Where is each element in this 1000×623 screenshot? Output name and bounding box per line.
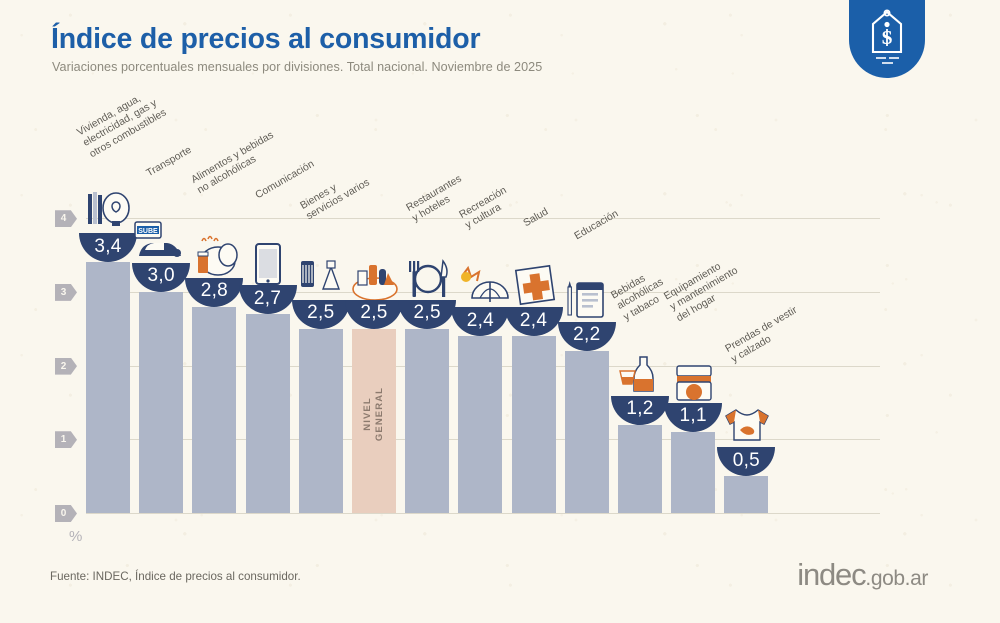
category-label-1: Transporte xyxy=(144,144,194,180)
axis-unit-label: % xyxy=(69,528,83,545)
logo-main: indec xyxy=(797,557,866,592)
value-bubble-6: 2,5 xyxy=(398,299,457,329)
value-label-0: 3,4 xyxy=(94,235,122,257)
indec-logo: indec.gob.ar xyxy=(797,557,928,593)
y-axis-tick-2: 2 xyxy=(55,357,77,375)
value-label-4: 2,5 xyxy=(307,302,335,324)
value-label-11: 1,1 xyxy=(679,405,707,427)
beach-umbrella-icon xyxy=(450,264,510,308)
bar-3[interactable] xyxy=(245,314,290,513)
category-label-12: Prendas de vestir y calzado xyxy=(723,305,800,366)
grocery-basket-icon xyxy=(344,257,404,301)
price-tag-dollar-icon: S xyxy=(849,0,925,78)
category-label-9: Educación xyxy=(572,208,621,243)
bar-9[interactable] xyxy=(564,350,609,513)
value-bubble-12: 0,5 xyxy=(717,447,776,477)
comb-spray-icon xyxy=(291,257,351,301)
page-subtitle: Variaciones porcentuales mensuales por d… xyxy=(52,60,543,74)
y-axis-tick-4: 4 xyxy=(55,210,77,228)
bar-6[interactable] xyxy=(405,328,450,513)
tshirt-icon xyxy=(716,404,776,448)
value-label-3: 2,7 xyxy=(253,287,282,309)
medical-cross-icon xyxy=(504,264,564,308)
bar-4[interactable] xyxy=(298,328,343,513)
value-bubble-7: 2,4 xyxy=(451,307,510,337)
plate-fork-knife-icon xyxy=(397,257,457,301)
bar-2[interactable] xyxy=(192,306,237,513)
lightbulb-faucet-icon xyxy=(78,190,138,234)
bar-0[interactable] xyxy=(86,262,130,513)
page-title: Índice de precios al consumidor xyxy=(51,23,481,55)
value-label-2: 2,8 xyxy=(200,280,229,302)
value-bubble-2: 2,8 xyxy=(185,277,244,307)
y-axis-tick-3: 3 xyxy=(55,283,77,301)
category-label-0: Vivienda, agua, electricidad, gas y otro… xyxy=(75,93,169,161)
bar-12[interactable] xyxy=(724,476,769,513)
gridline-4 xyxy=(86,218,880,220)
value-label-5: 2,5 xyxy=(360,302,388,324)
nivel-general-label: NIVEL GENERAL xyxy=(362,386,385,441)
bar-7[interactable] xyxy=(458,336,503,513)
value-bubble-3: 2,7 xyxy=(238,285,297,314)
value-label-12: 0,5 xyxy=(732,449,761,471)
value-label-6: 2,5 xyxy=(413,302,441,324)
source-note: Fuente: INDEC, Índice de precios al cons… xyxy=(50,570,301,583)
bar-8[interactable] xyxy=(511,336,556,513)
value-bubble-10: 1,2 xyxy=(611,395,669,425)
car-sube-card-icon: SUBE xyxy=(131,220,191,264)
bar-11[interactable] xyxy=(671,431,716,513)
value-bubble-1: 3,0 xyxy=(132,262,191,292)
logo-domain: .gob.ar xyxy=(865,567,928,590)
value-bubble-8: 2,4 xyxy=(504,307,563,337)
bottle-glass-icon xyxy=(610,353,670,397)
bar-10[interactable] xyxy=(618,424,662,513)
value-bubble-4: 2,5 xyxy=(291,299,350,329)
gridline-0 xyxy=(86,513,880,514)
svg-text:SUBE: SUBE xyxy=(138,228,158,235)
value-bubble-9: 2,2 xyxy=(557,321,616,351)
value-label-9: 2,2 xyxy=(573,324,601,346)
value-label-7: 2,4 xyxy=(466,309,495,331)
category-label-4: Bienes y servicios varios xyxy=(298,177,372,223)
category-label-8: Salud xyxy=(521,206,550,230)
value-bubble-5: 2,5 xyxy=(345,299,403,329)
bar-5[interactable]: NIVEL GENERAL xyxy=(352,328,396,513)
y-axis-tick-0: 0 xyxy=(55,505,77,522)
value-label-8: 2,4 xyxy=(519,309,548,331)
bar-1[interactable] xyxy=(139,291,184,513)
value-label-1: 3,0 xyxy=(147,265,175,287)
value-bubble-11: 1,1 xyxy=(664,402,723,432)
value-label-10: 1,2 xyxy=(626,398,654,420)
category-label-11: Equipamiento y mantenimiento del hogar xyxy=(662,261,741,324)
appliance-icon xyxy=(663,360,723,404)
y-axis-tick-1: 1 xyxy=(55,431,77,449)
food-bowl-icon xyxy=(184,235,244,279)
notebook-pencil-icon xyxy=(557,279,617,323)
smartphone-icon xyxy=(238,242,298,286)
value-bubble-0: 3,4 xyxy=(79,233,137,263)
